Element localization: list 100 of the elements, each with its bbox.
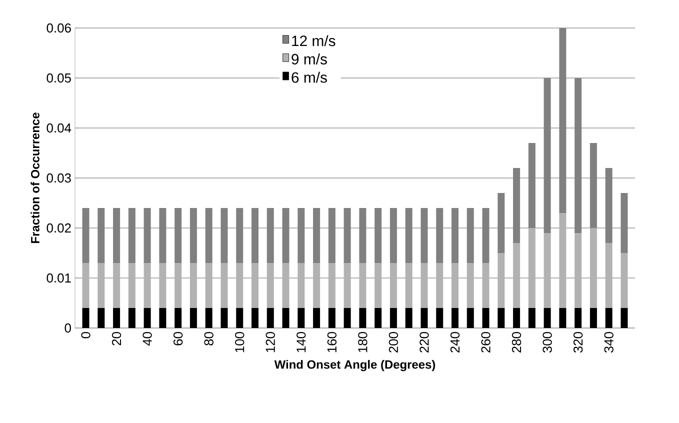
bar [328, 208, 336, 263]
bar [620, 308, 628, 328]
bar [236, 208, 244, 263]
bar [482, 208, 490, 263]
bar [605, 168, 612, 243]
bar [574, 308, 582, 328]
bar [528, 143, 536, 228]
y-tick-label: 0.04 [46, 123, 72, 133]
bar [252, 208, 258, 263]
bar [482, 263, 490, 308]
y-tick-label: 0 [64, 323, 71, 333]
bar [344, 208, 351, 263]
bar [82, 208, 90, 263]
bar [390, 208, 397, 263]
bar [282, 308, 290, 328]
bar [528, 228, 536, 308]
bar [466, 308, 474, 328]
bar [620, 193, 628, 253]
bar [452, 308, 459, 328]
bar [113, 263, 120, 308]
bar [313, 263, 320, 308]
x-tick-label: 200 [388, 332, 398, 352]
bar [436, 208, 444, 263]
bar [205, 208, 212, 263]
bar [113, 308, 120, 328]
bar [174, 208, 182, 263]
bar [236, 308, 244, 328]
bar [205, 263, 212, 308]
bar [574, 78, 582, 233]
bar [590, 308, 597, 328]
bar [452, 263, 459, 308]
bar [144, 308, 151, 328]
x-tick-label: 100 [235, 332, 244, 352]
bar [482, 308, 490, 328]
bar [82, 308, 90, 328]
bar [190, 263, 197, 308]
bar [390, 263, 397, 308]
bar [420, 208, 428, 263]
bar [544, 308, 551, 328]
bar [605, 308, 612, 328]
bar [236, 263, 244, 308]
bar [82, 263, 90, 308]
bar [559, 213, 566, 308]
bar [344, 308, 351, 328]
bar [298, 208, 305, 263]
bar [498, 193, 505, 253]
bar [452, 208, 459, 263]
bar [159, 263, 166, 308]
bar [466, 263, 474, 308]
bar [405, 308, 412, 328]
bar [359, 208, 366, 263]
bar [113, 208, 120, 263]
y-tick-label: 0.05 [46, 73, 71, 83]
legend-label: 12 m/s [292, 35, 336, 46]
x-tick-label: 0 [81, 332, 90, 338]
x-axis-title: Wind Onset Angle (Degrees) [274, 360, 436, 372]
y-tick-label: 0.02 [46, 223, 71, 233]
x-tick-label: 260 [481, 332, 490, 352]
x-tick-label: 60 [173, 332, 183, 346]
legend-label: 6 m/s [292, 72, 327, 83]
bar [266, 308, 274, 328]
bar [174, 263, 182, 308]
y-tick-label: 0.03 [46, 173, 71, 183]
bar [144, 208, 151, 263]
bar [436, 308, 444, 328]
bar [498, 253, 505, 308]
bar [252, 263, 258, 308]
bar [128, 308, 136, 328]
bar [590, 228, 597, 308]
bar [98, 308, 105, 328]
bar [390, 308, 397, 328]
x-tick-label: 40 [142, 332, 152, 346]
bar [220, 208, 228, 263]
x-tick-label: 180 [358, 332, 368, 352]
x-tick-label: 280 [512, 332, 522, 352]
bar [252, 308, 258, 328]
bar [359, 308, 366, 328]
x-tick-label: 240 [450, 332, 460, 352]
bar [128, 208, 136, 263]
y-tick-label: 0.01 [46, 273, 71, 283]
bar [266, 263, 274, 308]
bar [420, 263, 428, 308]
bar [174, 308, 182, 328]
x-tick-label: 140 [296, 332, 306, 352]
bar [344, 263, 351, 308]
bar [359, 263, 366, 308]
bar [266, 208, 274, 263]
bar [220, 308, 228, 328]
bar [498, 308, 505, 328]
bar [405, 263, 412, 308]
bar [405, 208, 412, 263]
bar [544, 233, 551, 308]
bar [98, 263, 105, 308]
bar [620, 253, 628, 308]
y-tick-label: 0.06 [46, 23, 71, 33]
bar [605, 243, 612, 308]
bar [374, 263, 382, 308]
x-tick-label: 220 [420, 332, 429, 352]
bar [159, 308, 166, 328]
bar [513, 308, 520, 328]
